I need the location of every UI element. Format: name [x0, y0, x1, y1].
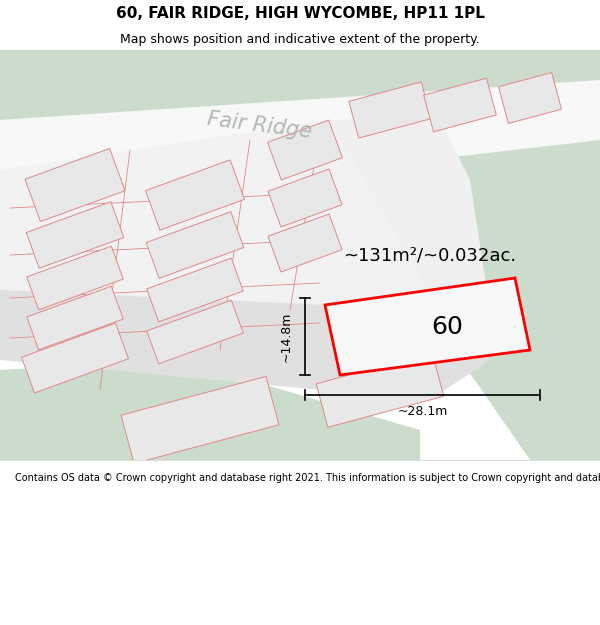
Polygon shape — [27, 286, 123, 350]
Polygon shape — [27, 246, 123, 310]
Text: ~28.1m: ~28.1m — [397, 405, 448, 418]
Text: ~14.8m: ~14.8m — [280, 311, 293, 362]
Polygon shape — [0, 250, 490, 400]
Polygon shape — [25, 149, 125, 221]
Polygon shape — [499, 72, 562, 124]
Polygon shape — [22, 323, 128, 393]
Polygon shape — [147, 300, 243, 364]
Polygon shape — [330, 120, 490, 330]
Polygon shape — [0, 360, 420, 460]
Polygon shape — [0, 120, 440, 310]
Text: 60: 60 — [431, 315, 463, 339]
Polygon shape — [146, 212, 244, 278]
Polygon shape — [146, 160, 244, 230]
Polygon shape — [26, 202, 124, 268]
Polygon shape — [325, 278, 530, 375]
Polygon shape — [440, 50, 600, 460]
Text: Map shows position and indicative extent of the property.: Map shows position and indicative extent… — [120, 32, 480, 46]
Polygon shape — [121, 376, 279, 464]
Polygon shape — [0, 80, 600, 190]
Polygon shape — [268, 214, 342, 272]
Polygon shape — [0, 50, 600, 170]
Text: ~131m²/~0.032ac.: ~131m²/~0.032ac. — [343, 246, 517, 264]
Text: 60, FAIR RIDGE, HIGH WYCOMBE, HP11 1PL: 60, FAIR RIDGE, HIGH WYCOMBE, HP11 1PL — [116, 6, 484, 21]
Text: Fair Ridge: Fair Ridge — [206, 109, 314, 141]
Text: Contains OS data © Crown copyright and database right 2021. This information is : Contains OS data © Crown copyright and d… — [15, 473, 600, 483]
Polygon shape — [316, 352, 444, 428]
Polygon shape — [424, 78, 496, 132]
Polygon shape — [268, 120, 343, 180]
Polygon shape — [268, 169, 342, 227]
Polygon shape — [349, 82, 431, 138]
Polygon shape — [147, 258, 243, 322]
